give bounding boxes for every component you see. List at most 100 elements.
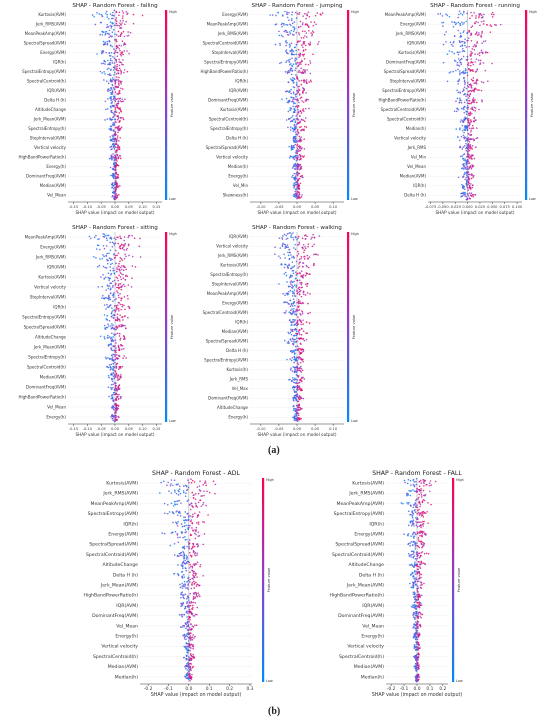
data-point — [195, 504, 197, 506]
data-point — [406, 493, 408, 495]
data-point — [108, 395, 110, 398]
data-point — [116, 304, 119, 306]
data-point — [300, 256, 303, 258]
data-point — [299, 40, 301, 42]
data-point — [179, 536, 181, 539]
data-point — [289, 129, 292, 131]
data-point — [116, 277, 119, 280]
data-point — [203, 521, 205, 523]
data-point — [468, 29, 470, 32]
data-point — [459, 36, 462, 38]
data-point — [96, 11, 98, 14]
data-point — [120, 87, 122, 90]
data-point — [170, 502, 173, 505]
feature-label: MeanPeakAmp(AVM) — [207, 22, 249, 27]
data-point — [289, 285, 291, 288]
data-point — [297, 26, 300, 28]
data-point — [463, 30, 465, 32]
data-point — [110, 383, 113, 386]
data-point — [462, 185, 465, 188]
data-point — [420, 543, 423, 546]
data-point — [95, 257, 97, 259]
data-point — [294, 295, 296, 298]
data-point — [458, 41, 461, 43]
data-point — [120, 51, 123, 54]
feature-label: SpectralCentroid(AVM) — [86, 552, 138, 558]
data-point — [123, 244, 126, 246]
data-point — [194, 552, 197, 554]
data-point — [111, 294, 114, 296]
data-point — [196, 576, 198, 578]
x-tick-label: 0.10 — [139, 427, 148, 431]
data-point — [99, 248, 101, 251]
data-point — [170, 492, 173, 494]
data-point — [478, 54, 481, 57]
data-point — [294, 131, 297, 133]
data-point — [114, 358, 117, 361]
data-point — [108, 36, 111, 38]
chart-title: SHAP - Random Forest - FALL — [372, 470, 462, 477]
data-point — [103, 324, 106, 327]
data-point — [113, 177, 115, 180]
data-point — [284, 90, 287, 93]
data-point — [108, 319, 111, 322]
data-point — [112, 121, 114, 124]
data-point — [300, 333, 303, 336]
data-point — [203, 533, 206, 535]
feature-label: Vertical velocity — [216, 244, 249, 249]
data-point — [418, 632, 420, 634]
data-point — [299, 156, 302, 158]
data-point — [287, 100, 290, 102]
data-point — [457, 83, 459, 85]
data-point — [174, 530, 177, 533]
data-point — [185, 485, 188, 488]
data-point — [114, 81, 117, 84]
data-point — [468, 124, 470, 126]
data-point — [109, 325, 112, 327]
data-point — [413, 564, 416, 566]
data-point — [163, 512, 166, 515]
data-point — [455, 100, 457, 103]
data-point — [419, 532, 421, 535]
data-point — [420, 524, 422, 526]
data-point — [110, 347, 113, 350]
data-point — [191, 673, 193, 676]
data-point — [110, 118, 112, 121]
data-point — [185, 634, 187, 636]
data-point — [460, 135, 463, 138]
data-point — [111, 101, 113, 103]
data-point — [298, 13, 300, 16]
data-point — [186, 671, 189, 674]
data-point — [116, 86, 118, 89]
chart-panel-fall: SHAP - Random Forest - FALLKurtosis(AVM)… — [329, 470, 463, 698]
data-point — [299, 110, 302, 113]
data-point — [290, 367, 292, 370]
data-point — [468, 173, 471, 176]
data-point — [115, 414, 117, 417]
data-point — [457, 91, 460, 94]
data-point — [208, 491, 211, 494]
data-point — [195, 533, 197, 536]
data-point — [453, 110, 456, 113]
data-point — [491, 11, 494, 14]
data-point — [189, 578, 192, 581]
data-point — [297, 250, 299, 253]
data-point — [461, 183, 463, 186]
data-point — [106, 262, 109, 265]
data-point — [470, 50, 472, 53]
data-point — [472, 193, 475, 196]
data-point — [271, 14, 274, 16]
data-point — [190, 587, 193, 590]
data-point — [475, 83, 478, 85]
data-point — [478, 108, 480, 111]
data-point — [301, 100, 303, 102]
x-axis-label: SHAP value (impact on model output) — [257, 432, 336, 437]
data-point — [478, 33, 480, 36]
data-point — [298, 331, 300, 334]
data-point — [176, 484, 178, 486]
data-point — [291, 380, 293, 383]
data-point — [196, 486, 199, 488]
data-point — [201, 495, 204, 497]
data-point — [418, 571, 421, 574]
data-point — [299, 147, 301, 150]
